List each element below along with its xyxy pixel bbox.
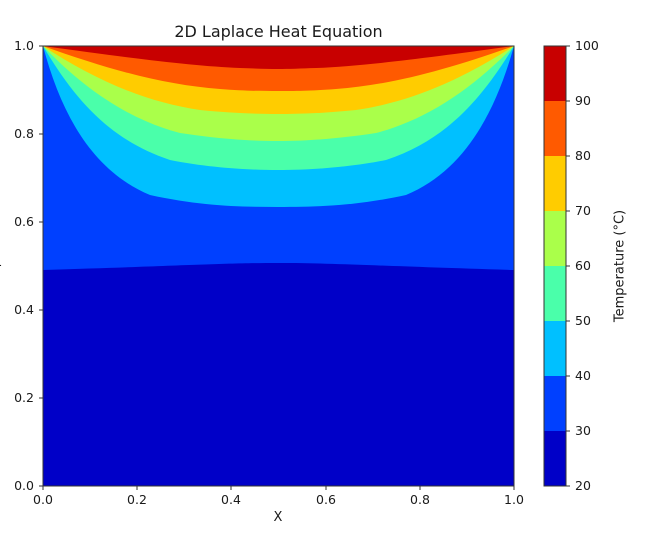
y-tick-label: 0.4: [14, 302, 34, 317]
colorbar-tick-label: 60: [575, 258, 591, 273]
chart-title: 2D Laplace Heat Equation: [174, 22, 383, 41]
x-tick-label: 0.0: [33, 492, 53, 507]
colorbar-tick-label: 20: [575, 478, 591, 493]
axis-ticks: [39, 45, 515, 490]
colorbar-tick-label: 70: [575, 203, 591, 218]
y-tick-label: 1.0: [14, 38, 34, 53]
x-axis-label: X: [273, 510, 283, 525]
colorbar-tick-label: 50: [575, 313, 591, 328]
colorbar-label: Temperature (°C): [612, 209, 628, 323]
y-tick-label: 0.0: [14, 478, 34, 493]
x-tick-label: 0.4: [221, 492, 241, 507]
colorbar: [543, 45, 570, 487]
plot-frame: [42, 45, 515, 487]
x-tick-label: 0.6: [316, 492, 336, 507]
colorbar-tick-label: 30: [575, 423, 591, 438]
colorbar-tick-label: 90: [575, 93, 591, 108]
x-tick-label: 0.8: [410, 492, 430, 507]
x-tick-label: 0.2: [127, 492, 147, 507]
y-axis-label-clipped: -: [0, 258, 2, 273]
y-tick-label: 0.8: [14, 126, 34, 141]
y-tick-label: 0.2: [14, 390, 34, 405]
contour-fills: [43, 46, 514, 486]
y-tick-label: 0.6: [14, 214, 34, 229]
x-tick-label: 1.0: [504, 492, 524, 507]
colorbar-tick-label: 80: [575, 148, 591, 163]
colorbar-tick-label: 40: [575, 368, 591, 383]
colorbar-tick-label: 100: [575, 38, 599, 53]
